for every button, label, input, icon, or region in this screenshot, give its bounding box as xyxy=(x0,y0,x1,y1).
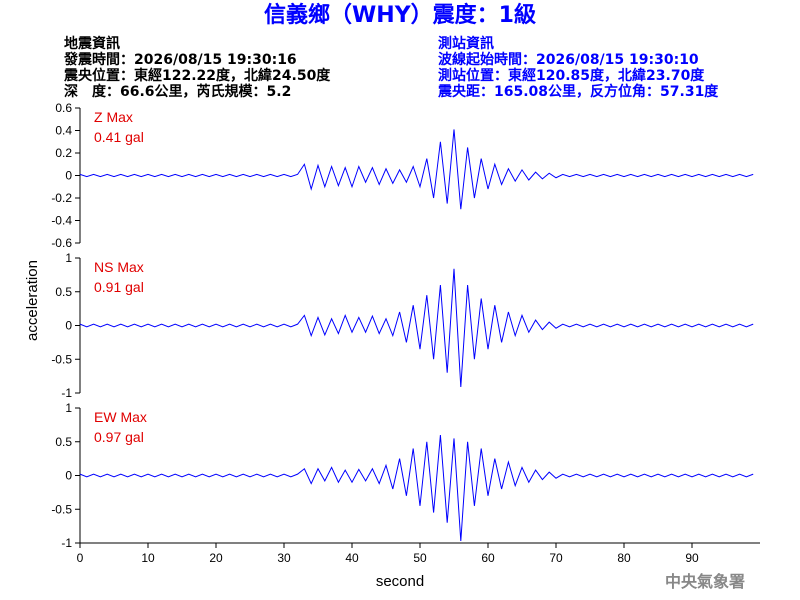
info-left: 地震資訊 xyxy=(64,35,120,52)
y-tick-label: -1 xyxy=(61,386,72,400)
y-tick-label: 0.5 xyxy=(55,435,72,449)
x-tick-label: 10 xyxy=(141,551,155,565)
y-tick-label: -0.5 xyxy=(51,502,72,516)
info-right: 測站資訊 xyxy=(438,35,494,52)
x-tick-label: 90 xyxy=(685,551,699,565)
info-left: 震央位置：東經122.22度，北緯24.50度 xyxy=(63,67,331,84)
info-left: 發震時間：2026/08/15 19:30:16 xyxy=(63,51,297,68)
waveform xyxy=(79,434,754,542)
annotation: EW Max xyxy=(94,409,147,425)
y-tick-label: 0 xyxy=(65,169,72,183)
x-tick-label: 30 xyxy=(277,551,291,565)
x-tick-label: 60 xyxy=(481,551,495,565)
y-axis-label: acceleration xyxy=(24,260,41,341)
info-right: 波線起始時間：2026/08/15 19:30:10 xyxy=(438,51,699,68)
x-tick-label: 80 xyxy=(617,551,631,565)
y-tick-label: 0.5 xyxy=(55,285,72,299)
y-tick-label: 1 xyxy=(65,251,72,265)
chart-title: 信義鄉（WHY）震度：1級 xyxy=(264,2,536,28)
y-tick-label: -0.2 xyxy=(51,191,72,205)
x-tick-label: 20 xyxy=(209,551,223,565)
annotation: 0.91 gal xyxy=(94,279,144,295)
info-right: 測站位置：東經120.85度，北緯23.70度 xyxy=(438,67,705,84)
x-tick-label: 70 xyxy=(549,551,563,565)
x-tick-label: 40 xyxy=(345,551,359,565)
annotation: 0.41 gal xyxy=(94,129,144,145)
y-tick-label: 0 xyxy=(65,319,72,333)
annotation: 0.97 gal xyxy=(94,429,144,445)
y-tick-label: -0.6 xyxy=(51,236,72,250)
x-axis-label: second xyxy=(376,573,424,590)
y-tick-label: -1 xyxy=(61,536,72,550)
y-tick-label: 0.2 xyxy=(55,146,72,160)
annotation: Z Max xyxy=(94,109,133,125)
y-tick-label: 0.6 xyxy=(55,101,72,115)
y-tick-label: 1 xyxy=(65,401,72,415)
footer-mark: 中央氣象署 xyxy=(665,572,745,591)
y-tick-label: 0 xyxy=(65,469,72,483)
x-tick-label: 0 xyxy=(77,551,84,565)
waveform xyxy=(79,129,754,210)
y-tick-label: -0.5 xyxy=(51,352,72,366)
x-tick-label: 50 xyxy=(413,551,427,565)
y-tick-label: -0.4 xyxy=(51,214,72,228)
info-right: 震央距：165.08公里，反方位角：57.31度 xyxy=(437,83,719,100)
info-left: 深 度：66.6公里，芮氏規模：5.2 xyxy=(64,83,291,100)
y-tick-label: 0.4 xyxy=(55,124,72,138)
waveform xyxy=(79,268,754,387)
annotation: NS Max xyxy=(94,259,144,275)
